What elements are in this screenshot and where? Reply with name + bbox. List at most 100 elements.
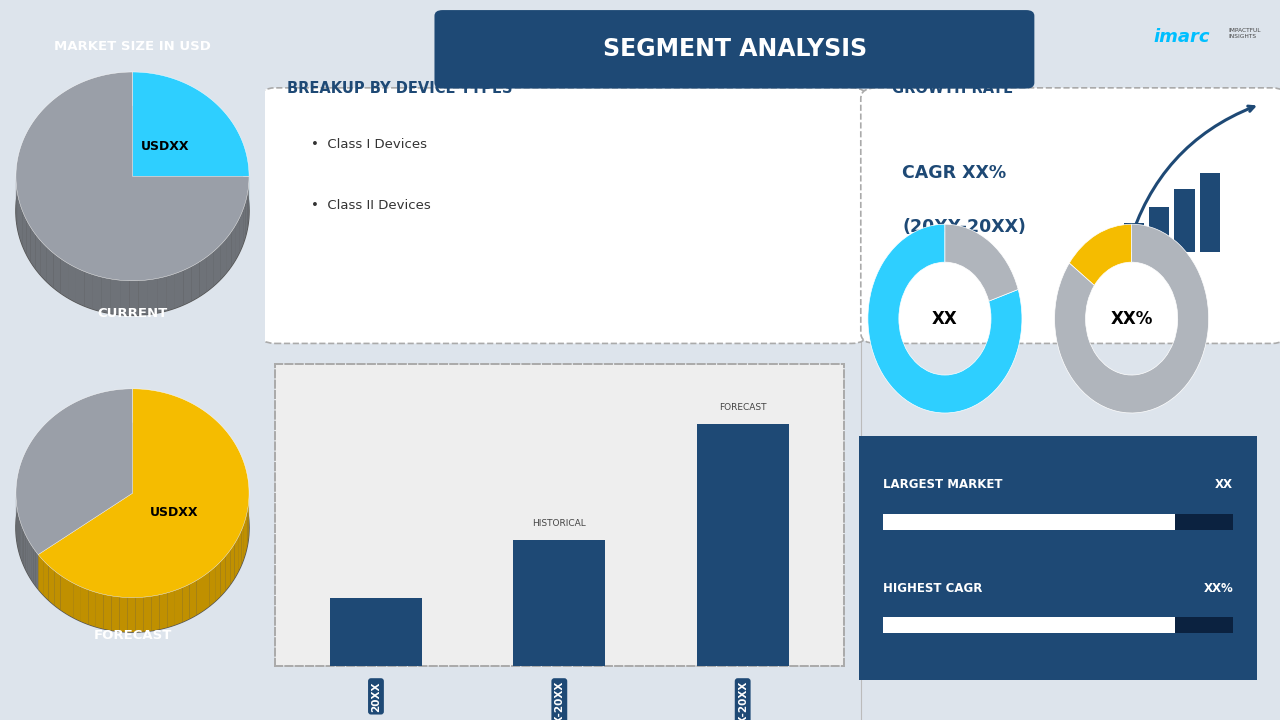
Polygon shape — [29, 541, 31, 580]
Bar — [882, 617, 1175, 633]
Wedge shape — [868, 224, 1021, 413]
Polygon shape — [36, 234, 41, 276]
Polygon shape — [166, 274, 175, 311]
Text: XX: XX — [932, 310, 957, 328]
Polygon shape — [214, 245, 220, 286]
Polygon shape — [15, 389, 133, 554]
Polygon shape — [148, 279, 157, 315]
Polygon shape — [220, 238, 227, 279]
Wedge shape — [1055, 224, 1208, 413]
Polygon shape — [168, 590, 175, 627]
Polygon shape — [23, 212, 27, 254]
Text: CURRENT: CURRENT — [97, 307, 168, 320]
Polygon shape — [207, 251, 214, 292]
Polygon shape — [22, 527, 23, 565]
Bar — [1199, 173, 1220, 252]
Polygon shape — [33, 548, 36, 586]
Polygon shape — [200, 257, 207, 297]
Polygon shape — [60, 258, 68, 298]
Polygon shape — [74, 583, 81, 621]
Polygon shape — [143, 596, 151, 631]
Bar — [1175, 189, 1194, 252]
Polygon shape — [209, 567, 215, 606]
Polygon shape — [20, 204, 23, 246]
Polygon shape — [88, 590, 96, 627]
Wedge shape — [945, 224, 1018, 301]
Polygon shape — [157, 276, 166, 313]
Polygon shape — [76, 268, 84, 306]
Polygon shape — [15, 107, 250, 315]
Bar — [882, 514, 1175, 530]
Text: LARGEST MARKET: LARGEST MARKET — [882, 478, 1002, 491]
Polygon shape — [246, 193, 247, 235]
Text: USDXX: USDXX — [141, 140, 189, 153]
Polygon shape — [102, 277, 111, 313]
Bar — [330, 598, 422, 666]
Polygon shape — [246, 510, 247, 552]
Polygon shape — [60, 575, 67, 614]
Text: (20XX-20XX): (20XX-20XX) — [902, 217, 1027, 235]
Text: BREAKUP BY DEVICE TYPES: BREAKUP BY DEVICE TYPES — [287, 81, 513, 96]
Bar — [696, 424, 788, 666]
Text: FORECAST: FORECAST — [719, 403, 767, 412]
Polygon shape — [239, 210, 243, 251]
Polygon shape — [38, 389, 250, 598]
FancyBboxPatch shape — [260, 88, 867, 343]
FancyBboxPatch shape — [434, 10, 1034, 89]
Polygon shape — [238, 531, 242, 572]
Polygon shape — [15, 423, 250, 632]
Polygon shape — [175, 588, 182, 625]
Polygon shape — [183, 266, 192, 305]
Polygon shape — [84, 271, 93, 309]
Polygon shape — [128, 598, 136, 632]
Polygon shape — [111, 596, 119, 631]
Polygon shape — [204, 572, 209, 611]
Polygon shape — [47, 247, 54, 288]
Polygon shape — [111, 279, 120, 315]
Text: CAGR XX%: CAGR XX% — [902, 163, 1006, 181]
Bar — [1149, 207, 1170, 252]
Polygon shape — [81, 587, 88, 624]
Polygon shape — [138, 280, 148, 315]
Text: XX%: XX% — [1111, 310, 1153, 328]
Text: GROWTH RATE: GROWTH RATE — [892, 81, 1014, 96]
Polygon shape — [234, 537, 238, 578]
Polygon shape — [120, 280, 129, 315]
FancyBboxPatch shape — [842, 426, 1274, 690]
Polygon shape — [129, 281, 138, 315]
Text: IMPACTFUL
INSIGHTS: IMPACTFUL INSIGHTS — [1229, 29, 1261, 39]
Polygon shape — [189, 580, 196, 618]
Polygon shape — [20, 523, 22, 562]
Text: HISTORICAL: HISTORICAL — [532, 519, 586, 528]
Polygon shape — [26, 534, 27, 572]
Polygon shape — [119, 597, 128, 632]
Polygon shape — [232, 225, 236, 266]
Polygon shape — [160, 593, 168, 629]
Text: 20XX-20XX: 20XX-20XX — [737, 681, 748, 720]
Polygon shape — [225, 550, 230, 590]
Polygon shape — [31, 545, 33, 582]
Polygon shape — [41, 241, 47, 282]
Polygon shape — [54, 571, 60, 610]
Text: XX: XX — [1215, 478, 1233, 491]
Text: •  Class I Devices: • Class I Devices — [311, 138, 426, 150]
Polygon shape — [54, 253, 60, 293]
Polygon shape — [215, 562, 220, 601]
Polygon shape — [220, 556, 225, 596]
Polygon shape — [133, 72, 250, 176]
Text: 20XX: 20XX — [371, 681, 381, 711]
Polygon shape — [96, 593, 104, 629]
Text: XX%: XX% — [1203, 582, 1233, 595]
Text: USDXX: USDXX — [150, 505, 198, 518]
Polygon shape — [196, 576, 204, 615]
Polygon shape — [192, 262, 200, 301]
Polygon shape — [17, 187, 18, 230]
Polygon shape — [44, 560, 49, 600]
Bar — [1175, 514, 1233, 530]
Polygon shape — [243, 201, 246, 244]
Polygon shape — [136, 597, 143, 632]
Polygon shape — [236, 217, 239, 259]
Polygon shape — [23, 531, 26, 569]
Polygon shape — [67, 580, 74, 618]
Polygon shape — [49, 566, 54, 606]
